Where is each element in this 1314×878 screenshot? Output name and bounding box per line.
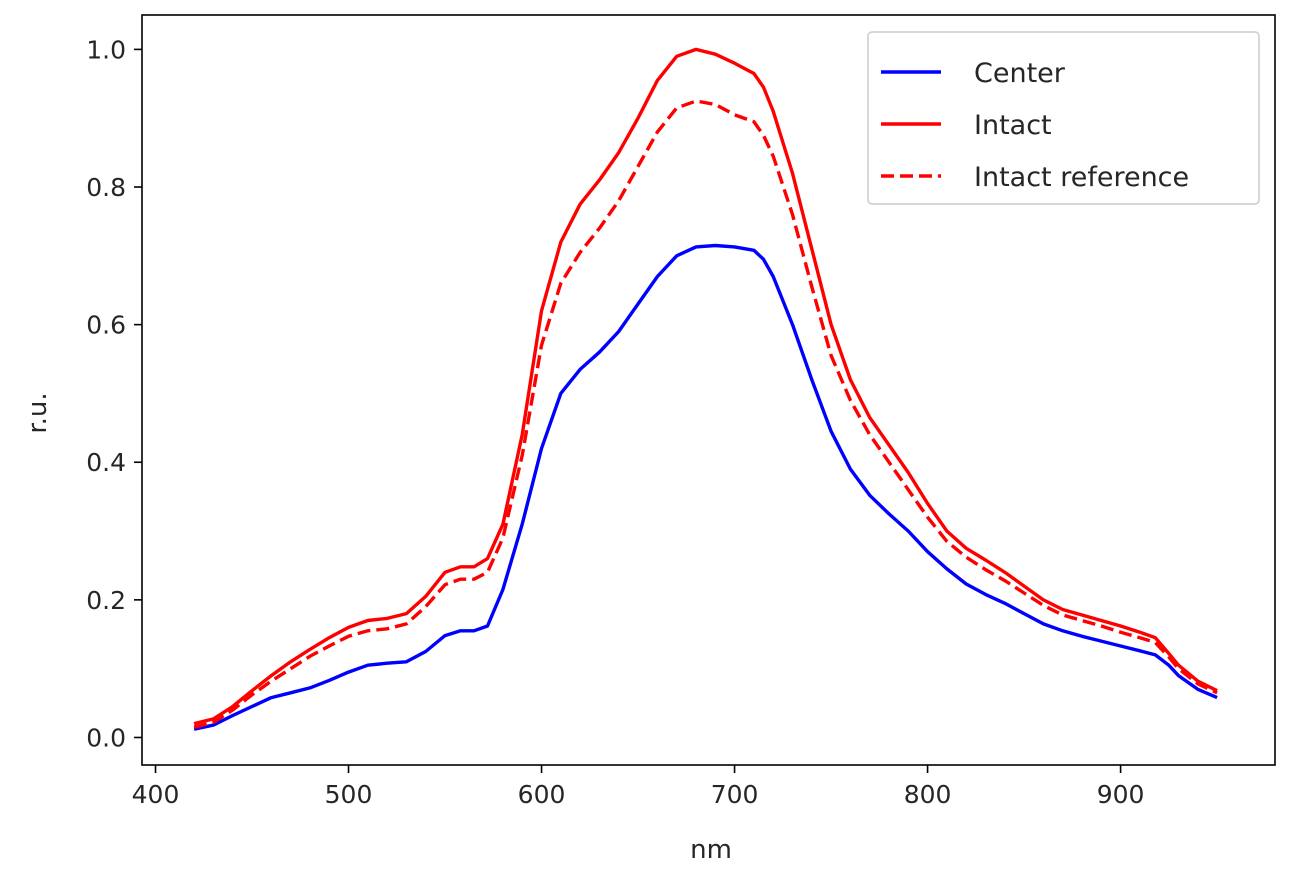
x-axis-label: nm: [690, 835, 732, 865]
y-tick-label: 0.6: [86, 311, 126, 340]
x-tick-label: 800: [904, 780, 952, 809]
y-tick-label: 0.0: [86, 723, 126, 752]
x-tick-label: 900: [1097, 780, 1145, 809]
series-line-intact: [193, 47, 1218, 726]
x-tick-label: 700: [711, 780, 759, 809]
y-axis-label: r.u.: [23, 392, 53, 433]
legend-label: Center: [974, 58, 1066, 89]
y-tick-label: 1.0: [86, 35, 126, 64]
legend-box: [867, 31, 1260, 205]
x-tick-label: 600: [518, 780, 566, 809]
x-axis: 400 500 600 700 800 900: [132, 765, 1145, 809]
legend-label: Intact reference: [974, 162, 1189, 193]
plot-area: [141, 14, 1276, 766]
series-line-intact-reference: [193, 99, 1218, 729]
series-line-center: [193, 243, 1218, 731]
x-tick-label: 500: [325, 780, 373, 809]
plot-frame: [141, 14, 1276, 766]
legend-label: Intact: [974, 110, 1052, 141]
x-tick-label: 400: [132, 780, 180, 809]
y-axis: 0.0 0.2 0.4 0.6 0.8 1.0: [86, 35, 142, 752]
y-tick-label: 0.4: [86, 448, 126, 477]
legend: Center Intact Intact reference: [867, 31, 1260, 205]
y-tick-label: 0.2: [86, 586, 126, 615]
y-tick-label: 0.8: [86, 173, 126, 202]
